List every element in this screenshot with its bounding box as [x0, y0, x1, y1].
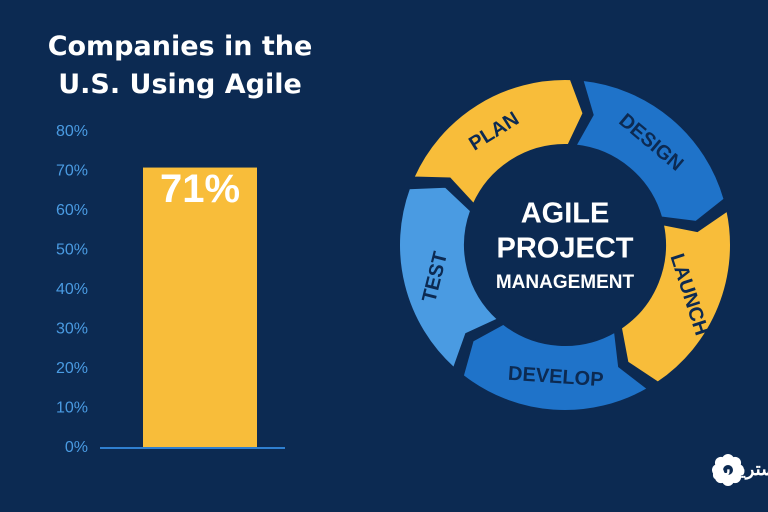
- y-tick-label: 80%: [56, 123, 88, 140]
- cycle-segment: [398, 185, 500, 371]
- y-tick-label: 10%: [56, 400, 88, 417]
- y-tick-label: 50%: [56, 242, 88, 259]
- center-label: PROJECT: [497, 233, 634, 265]
- center-label: AGILE: [521, 198, 610, 230]
- logo-text: مستریرین: [712, 459, 768, 480]
- logo-petal: [729, 456, 742, 469]
- y-tick-label: 70%: [56, 163, 88, 180]
- chart-title: Companies in the U.S. Using Agile: [47, 31, 313, 100]
- logo-core: [723, 465, 733, 475]
- value-label: 71%: [160, 167, 240, 211]
- y-tick-label: 0%: [65, 439, 88, 456]
- bar: [143, 167, 257, 449]
- cycle-segment: [411, 78, 585, 207]
- cycle-segment: [619, 208, 732, 384]
- y-tick-label: 30%: [56, 321, 88, 338]
- y-tick-label: 40%: [56, 281, 88, 298]
- center-label: MANAGEMENT: [496, 272, 635, 293]
- cycle-segment: [573, 78, 726, 223]
- y-tick-label: 60%: [56, 202, 88, 219]
- cycle-segment: [461, 322, 650, 412]
- y-tick-label: 20%: [56, 360, 88, 377]
